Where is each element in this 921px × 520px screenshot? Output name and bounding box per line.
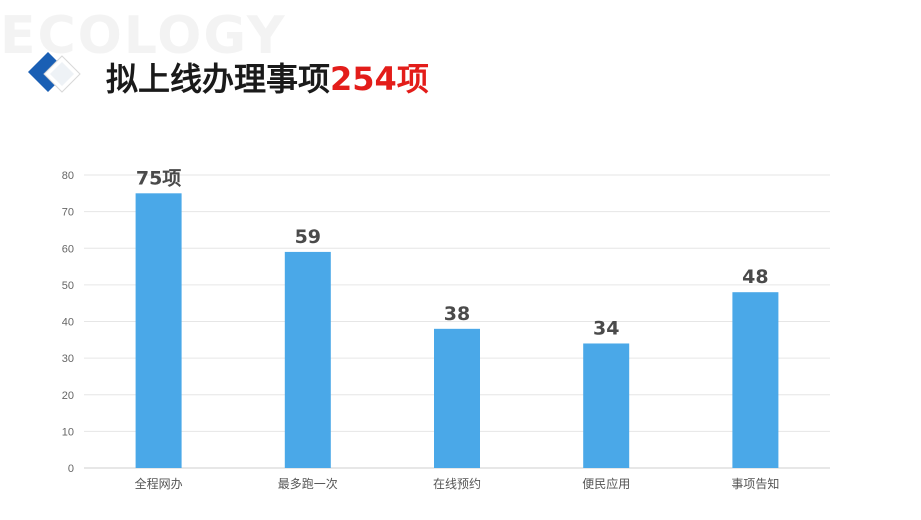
y-tick-label: 60: [62, 243, 74, 255]
logo-icon: [28, 52, 81, 93]
x-tick-label: 最多跑一次: [278, 477, 338, 491]
data-label: 38: [444, 303, 470, 325]
title-highlight: 254项: [330, 60, 429, 98]
y-tick-label: 40: [62, 317, 74, 329]
y-tick-label: 50: [62, 280, 74, 292]
x-tick-label: 便民应用: [582, 476, 630, 491]
y-tick-label: 10: [62, 426, 74, 438]
data-label: 59: [295, 226, 321, 248]
x-tick-label: 在线预约: [433, 476, 481, 491]
x-tick-label: 全程网办: [135, 476, 183, 491]
page-title: 拟上线办理事项254项: [106, 54, 429, 100]
y-tick-label: 80: [62, 170, 74, 182]
bar: [434, 328, 480, 468]
x-tick-label: 事项告知: [731, 477, 779, 491]
bar: [135, 193, 182, 468]
y-tick-label: 70: [62, 207, 74, 219]
bar: [732, 292, 779, 468]
y-tick-label: 20: [62, 390, 74, 402]
y-tick-label: 0: [68, 463, 74, 475]
bar: [583, 343, 630, 468]
data-label: 34: [593, 317, 619, 339]
y-tick-label: 30: [62, 353, 74, 365]
title-text: 拟上线办理事项: [106, 60, 331, 98]
data-label: 75项: [136, 167, 181, 189]
bar: [284, 251, 331, 468]
data-label: 48: [742, 266, 768, 288]
